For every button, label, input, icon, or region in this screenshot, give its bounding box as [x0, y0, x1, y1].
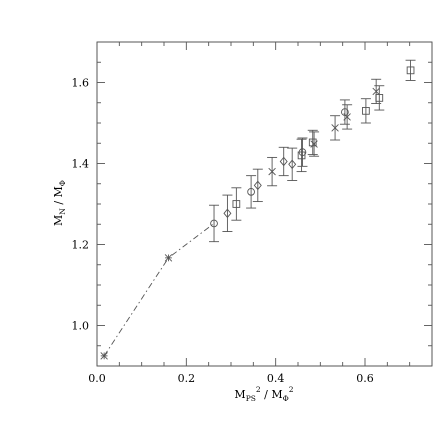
extrapolation-line-group — [103, 223, 215, 357]
square-marker — [297, 151, 306, 160]
y-tick-label: 1.0 — [72, 320, 90, 333]
data-point-circle — [339, 99, 350, 125]
data-point-cross — [309, 131, 320, 157]
cross-marker-stroke — [268, 167, 276, 176]
data-point-cross — [371, 78, 382, 105]
data-point-square — [231, 187, 242, 221]
data-point-diamond — [287, 147, 298, 181]
x-axis-label: MPS2 / MΦ2 — [234, 385, 293, 403]
circle-marker — [341, 108, 349, 116]
cross-marker-stroke — [310, 140, 318, 148]
axis-tick-labels: 0.0 0.2 0.4 0.6 1.0 1.2 1.4 1.6 — [72, 77, 374, 386]
diamond-marker — [279, 156, 288, 167]
diamond-marker — [253, 180, 262, 191]
x-tick-label: 0.0 — [88, 372, 106, 385]
axis-ticks — [96, 41, 433, 367]
y-tick-label: 1.4 — [72, 158, 90, 171]
data-point-square — [405, 59, 416, 81]
x-tick-label: 0.4 — [267, 372, 285, 385]
y-tick-label: 1.2 — [72, 239, 90, 252]
data-point-square — [296, 138, 307, 173]
circle-marker — [247, 188, 255, 196]
plot-frame — [96, 41, 433, 367]
diamond-marker — [288, 159, 297, 170]
cross-marker-stroke — [372, 87, 380, 96]
cross-marker-stroke — [343, 113, 351, 121]
circle-marker — [210, 219, 218, 228]
data-point-asterisk — [100, 352, 108, 360]
x-tick-label: 0.6 — [356, 372, 374, 385]
data-point-diamond — [278, 146, 289, 177]
data-point-circle — [209, 204, 220, 243]
axes-frame — [96, 41, 433, 367]
y-tick-label: 1.6 — [72, 77, 90, 90]
y-axis-label: MN / MΦ — [52, 180, 67, 226]
x-tick-label: 0.2 — [178, 372, 196, 385]
data-point-diamond — [252, 168, 263, 203]
diamond-marker — [223, 208, 232, 219]
data-point-square — [360, 98, 371, 124]
data-point-asterisk — [164, 254, 173, 262]
data-point-circle — [246, 175, 257, 209]
square-marker — [362, 106, 370, 115]
cross-marker-stroke — [331, 124, 339, 132]
square-marker — [406, 66, 415, 75]
square-marker — [232, 200, 241, 208]
data-points — [100, 59, 416, 360]
data-point-cross — [330, 115, 341, 141]
data-point-cross — [342, 104, 353, 130]
data-point-diamond — [222, 194, 233, 232]
extrapolation-line — [103, 223, 215, 357]
data-point-cross — [267, 156, 278, 187]
